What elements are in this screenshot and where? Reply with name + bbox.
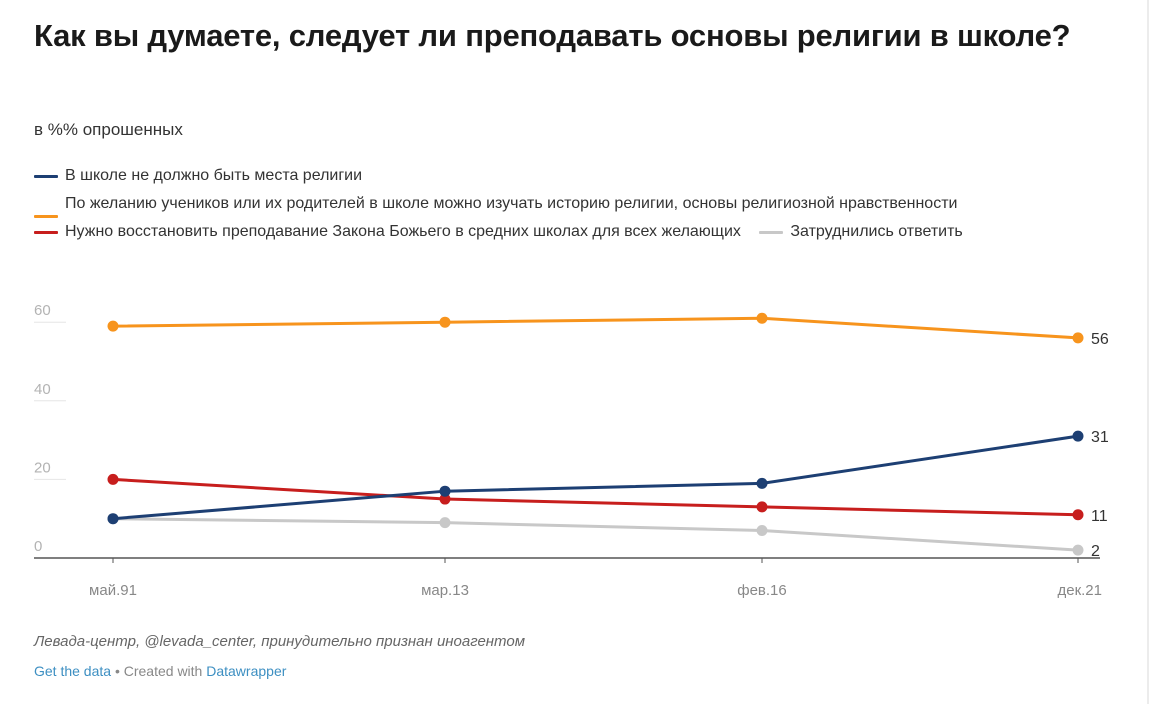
data-point (1072, 332, 1084, 344)
end-labels: 2 56 11 31 (1091, 331, 1109, 560)
y-tick-label: 40 (34, 381, 51, 398)
datawrapper-link[interactable]: Datawrapper (206, 663, 287, 679)
series-line-1 (111, 316, 1080, 340)
chart-title: Как вы думаете, следует ли преподавать о… (34, 18, 1071, 53)
legend-label: В школе не должно быть места религии (65, 167, 363, 184)
data-point (756, 501, 768, 513)
legend-item-restore-law: Нужно восстановить преподавание Закона Б… (34, 221, 741, 243)
data-point (1072, 544, 1084, 556)
footer-separator: • Created with (111, 663, 207, 679)
x-axis: май.91 мар.13 фев.16 дек.21 (34, 557, 1102, 599)
y-tick-label: 60 (34, 302, 51, 319)
line-chart: 0 20 40 60 май.91 мар.13 фев.16 дек.21 2 56 11 31 (34, 302, 1109, 599)
data-point (107, 513, 119, 525)
footer: Get the data • Created with Datawrapper (34, 663, 286, 679)
data-point (1072, 430, 1084, 442)
x-tick-label: мар.13 (421, 582, 469, 599)
series-line-0 (111, 434, 1080, 521)
series-layer (107, 312, 1084, 556)
x-tick-label: май.91 (89, 582, 137, 599)
legend-label: Затруднились ответить (790, 223, 963, 240)
data-point (1072, 509, 1084, 521)
data-point (439, 485, 451, 497)
legend-swatch-restore-law (34, 231, 58, 234)
data-point (107, 320, 119, 332)
data-point (756, 477, 768, 489)
data-point (439, 517, 451, 529)
right-divider (1147, 0, 1149, 704)
legend-label: Нужно восстановить преподавание Закона Б… (65, 223, 741, 240)
end-label-2: 11 (1091, 508, 1108, 525)
x-tick-label: фев.16 (737, 582, 787, 599)
data-point (439, 316, 451, 328)
grid-layer: 0 20 40 60 (34, 302, 66, 555)
end-label-3: 2 (1091, 543, 1100, 560)
legend-swatch-optional-study (34, 215, 58, 218)
data-point (756, 312, 768, 324)
series-line-2 (111, 477, 1080, 517)
legend-swatch-dont-know (759, 231, 784, 234)
y-tick-label: 0 (34, 538, 42, 555)
data-point (439, 493, 451, 505)
get-data-link[interactable]: Get the data (34, 663, 112, 679)
end-label-1: 56 (1091, 331, 1109, 348)
chart-subtitle: в %% опрошенных (34, 120, 183, 139)
data-point (107, 473, 119, 485)
legend: В школе не должно быть места религии По … (34, 165, 1134, 249)
series-line-3 (111, 517, 1080, 552)
x-tick-label: дек.21 (1057, 582, 1102, 599)
legend-item-no-religion: В школе не должно быть места религии (34, 165, 1134, 187)
source-note: Левада-центр, @levada_center, принудител… (34, 633, 526, 650)
y-tick-label: 20 (34, 459, 51, 476)
legend-item-optional-study: По желанию учеников или их родителей в ш… (34, 193, 1134, 218)
legend-item-dont-know: Затруднились ответить (759, 221, 963, 243)
legend-swatch-no-religion (34, 175, 58, 178)
end-label-0: 31 (1091, 429, 1109, 446)
legend-label: По желанию учеников или их родителей в ш… (65, 195, 958, 212)
data-point (756, 524, 768, 536)
